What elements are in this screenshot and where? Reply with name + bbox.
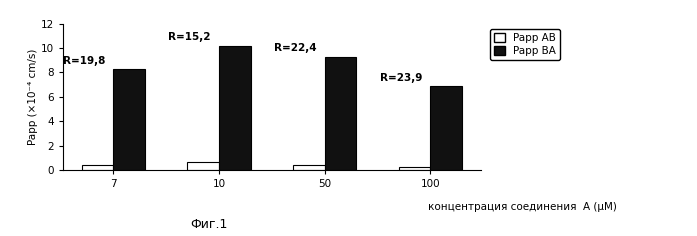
Text: Фиг.1: Фиг.1: [190, 218, 228, 231]
Text: R=23,9: R=23,9: [380, 73, 422, 83]
Text: R=15,2: R=15,2: [169, 33, 210, 42]
Bar: [187, 162, 219, 170]
Bar: [293, 165, 325, 170]
Bar: [430, 86, 462, 170]
Bar: [219, 46, 251, 170]
Text: R=22,4: R=22,4: [274, 43, 316, 54]
Legend: Papp AB, Papp BA: Papp AB, Papp BA: [490, 29, 560, 60]
Text: R=19,8: R=19,8: [63, 56, 105, 66]
Bar: [325, 56, 356, 170]
Bar: [399, 167, 430, 170]
Bar: [82, 165, 114, 170]
Bar: [114, 69, 145, 170]
Y-axis label: Papp (×10⁻⁴ cm/s): Papp (×10⁻⁴ cm/s): [28, 49, 38, 145]
Text: концентрация соединения  A (μM): концентрация соединения A (μM): [429, 202, 617, 212]
